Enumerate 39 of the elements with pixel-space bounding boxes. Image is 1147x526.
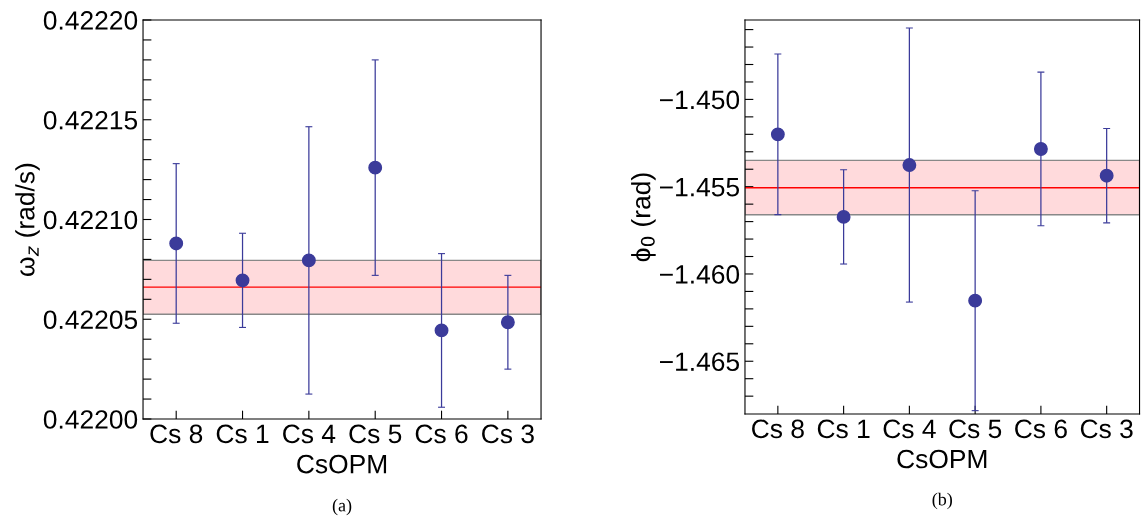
point xyxy=(301,253,316,268)
x-axis-title: CsOPM xyxy=(897,449,987,469)
x-tick-label: Cs 8 xyxy=(752,419,804,439)
x-tick-label: Cs 6 xyxy=(415,424,468,444)
y-tick-label: 0.42220 xyxy=(43,11,138,30)
point xyxy=(770,127,785,142)
point xyxy=(368,160,383,175)
y-tick-label: 0.42215 xyxy=(43,110,138,130)
point xyxy=(902,158,917,172)
x-tick-label: Cs 5 xyxy=(349,424,402,444)
x-tick-label: Cs 3 xyxy=(482,424,534,444)
x-tick-label: Cs 5 xyxy=(949,419,1002,439)
y-tick-label: −1.450 xyxy=(659,90,740,110)
y-tick-label: 0.42210 xyxy=(43,210,138,230)
x-tick-label: Cs 1 xyxy=(817,419,870,439)
x-tick-label: Cs 8 xyxy=(150,424,203,444)
point xyxy=(235,273,250,288)
x-tick-label: Cs 6 xyxy=(1015,419,1067,439)
x-tick-label: Cs 1 xyxy=(216,424,269,444)
text: (b) xyxy=(932,492,952,510)
x-tick-label: Cs 4 xyxy=(283,424,336,444)
point xyxy=(836,209,851,224)
x-tick-label: Cs 3 xyxy=(1080,419,1133,439)
text: (a) xyxy=(332,498,352,516)
y-tick-label: −1.460 xyxy=(659,265,740,284)
y-axis-title: ϕ$_{0}$ (rad) xyxy=(631,173,656,262)
y-tick-label: 0.42205 xyxy=(43,310,138,330)
x-axis-title: CsOPM xyxy=(297,454,387,474)
x-tick-label: Cs 4 xyxy=(883,419,936,439)
point xyxy=(169,236,184,251)
y-tick-label: −1.465 xyxy=(659,352,740,372)
point xyxy=(968,293,983,308)
y-tick-label: −1.455 xyxy=(659,178,740,197)
point xyxy=(1099,168,1114,183)
y-axis-title: ω$_{z}$ (rad/s) xyxy=(15,163,40,276)
point xyxy=(434,323,449,338)
y-tick-label: 0.42200 xyxy=(43,410,138,429)
point xyxy=(1033,142,1048,156)
point xyxy=(500,315,515,330)
